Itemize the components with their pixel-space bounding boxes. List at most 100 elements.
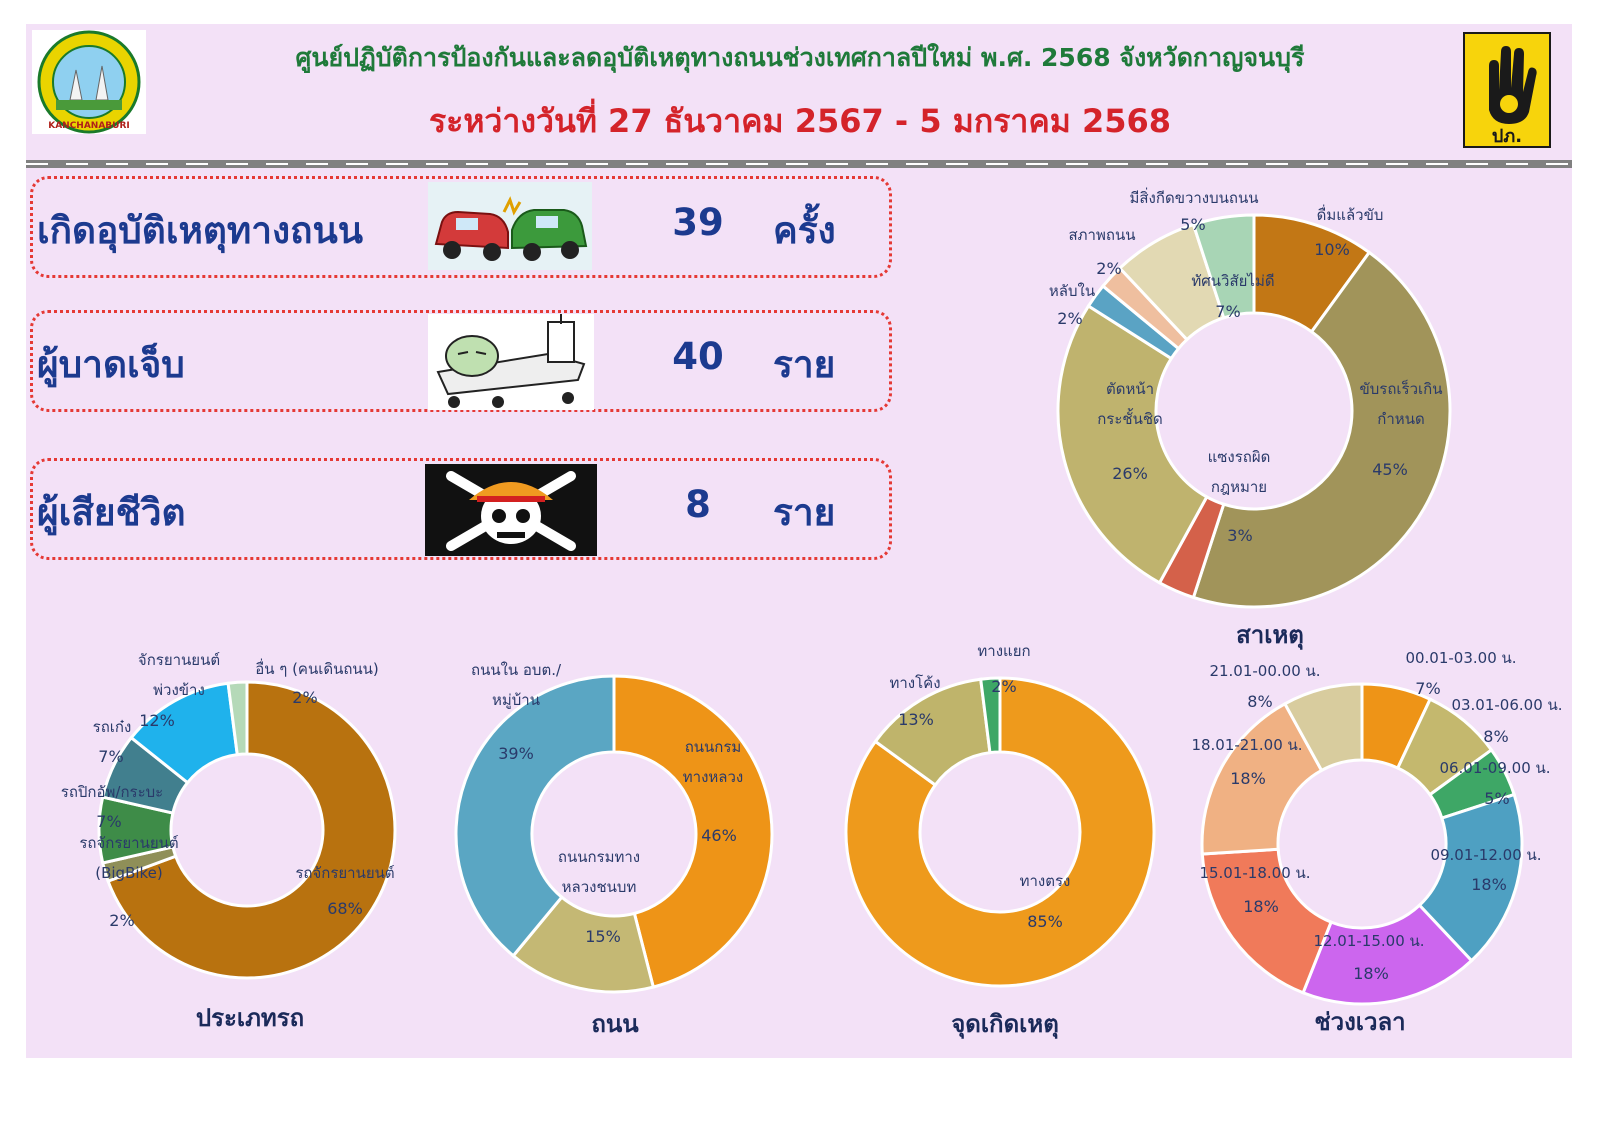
stat-value-accidents: 39 bbox=[672, 201, 724, 244]
road-divider-dashes bbox=[26, 163, 1572, 165]
donut-slice bbox=[1200, 701, 1324, 856]
location-donut-chart bbox=[844, 676, 1156, 988]
slice-percent-label: 8% bbox=[1247, 692, 1272, 711]
slice-label: อื่น ๆ (คนเดินถนน) bbox=[255, 658, 379, 678]
donut-slice bbox=[1417, 792, 1524, 963]
slice-label: จักรยานยนต์พ่วงข้าง bbox=[138, 651, 220, 699]
stat-label-injured: ผู้บาดเจ็บ bbox=[37, 343, 185, 386]
slice-label: ทัศนวิสัยไม่ดี bbox=[1191, 272, 1274, 290]
slice-label: 12.01-15.00 น. bbox=[1313, 932, 1424, 950]
stat-value-deaths: 8 bbox=[685, 483, 711, 526]
slice-percent-label: 10% bbox=[1314, 240, 1350, 259]
slice-label: 00.01-03.00 น. bbox=[1405, 649, 1516, 667]
slice-label: ถนนกรมทางหลวง bbox=[683, 738, 743, 786]
slice-percent-label: 46% bbox=[701, 826, 737, 845]
location-chart-title: จุดเกิดเหตุ bbox=[951, 1010, 1059, 1038]
kanchanaburi-logo: KANCHANABURI bbox=[32, 30, 146, 134]
slice-percent-label: 45% bbox=[1372, 460, 1408, 479]
page-subtitle: ระหว่างวันที่ 27 ธันวาคม 2567 - 5 มกราคม… bbox=[428, 102, 1172, 140]
slice-label: มีสิ่งกีดขวางบนถนน bbox=[1130, 187, 1259, 207]
stat-unit-injured: ราย bbox=[773, 343, 836, 386]
donut-slice bbox=[1282, 682, 1364, 773]
slice-percent-label: 18% bbox=[1243, 897, 1279, 916]
donut-slice bbox=[1191, 213, 1256, 320]
donut-slice bbox=[1056, 303, 1209, 585]
chart-labels: ดื่มแล้วขับ 10% ขับรถเร็วเกินกำหนด 45% แซงรถ… bbox=[61, 187, 1563, 983]
cause-donut-chart bbox=[1056, 213, 1452, 609]
slice-label: 15.01-18.00 น. bbox=[1199, 864, 1310, 882]
slice-percent-label: 3% bbox=[1227, 526, 1252, 545]
stat-unit-deaths: ราย bbox=[773, 491, 836, 534]
slice-percent-label: 39% bbox=[498, 744, 534, 763]
donut-slice bbox=[1200, 847, 1334, 995]
stat-label-accidents: เกิดอุบัติเหตุทางถนน bbox=[37, 209, 364, 252]
road-chart-title: ถนน bbox=[591, 1010, 639, 1038]
slice-percent-label: 68% bbox=[327, 899, 363, 918]
donut-slice bbox=[844, 676, 1156, 988]
slice-label: 06.01-09.00 น. bbox=[1439, 759, 1550, 777]
slice-percent-label: 8% bbox=[1483, 727, 1508, 746]
slice-percent-label: 2% bbox=[292, 688, 317, 707]
slice-label: 21.01-00.00 น. bbox=[1209, 662, 1320, 680]
slice-percent-label: 18% bbox=[1230, 769, 1266, 788]
slice-label: ขับรถเร็วเกินกำหนด bbox=[1360, 379, 1443, 428]
slice-label: แซงรถผิดกฎหมาย bbox=[1208, 448, 1271, 496]
slice-percent-label: 18% bbox=[1471, 875, 1507, 894]
slice-percent-label: 7% bbox=[1215, 302, 1240, 321]
slice-label: ตัดหน้ากระชั้นชิด bbox=[1097, 380, 1163, 428]
slice-label: ถนนกรมทางหลวงชนบท bbox=[558, 848, 640, 896]
slice-label: รถจักรยานยนต์(BigBike) bbox=[79, 834, 178, 882]
slice-label: สภาพถนน bbox=[1069, 226, 1136, 244]
stat-box-accidents: เกิดอุบัติเหตุทางถนน 39 ครั้ง bbox=[30, 176, 892, 278]
car-crash-icon bbox=[428, 182, 592, 270]
slice-percent-label: 7% bbox=[1415, 679, 1440, 698]
slice-label: ถนนใน อบต./หมู่บ้าน bbox=[471, 661, 562, 709]
donut-slice bbox=[454, 674, 616, 958]
slice-label: รถจักรยานยนต์ bbox=[295, 864, 394, 882]
slice-label: ทางโค้ง bbox=[889, 674, 940, 692]
injured-patient-icon bbox=[428, 314, 594, 410]
donut-slice bbox=[226, 680, 249, 757]
stat-box-deaths: ผู้เสียชีวิต 8 ราย bbox=[30, 458, 892, 560]
slice-percent-label: 26% bbox=[1112, 464, 1148, 483]
donut-slice bbox=[106, 680, 397, 980]
stat-box-injured: ผู้บาดเจ็บ 40 ราย bbox=[30, 310, 892, 412]
dpm-logo: ปภ. bbox=[1463, 32, 1551, 148]
slice-percent-label: 2% bbox=[991, 677, 1016, 696]
donut-slice bbox=[1191, 250, 1452, 609]
cause-chart-title: สาเหตุ bbox=[1236, 621, 1304, 649]
slice-label: 18.01-21.00 น. bbox=[1191, 736, 1302, 754]
slice-percent-label: 12% bbox=[139, 711, 175, 730]
slice-percent-label: 7% bbox=[98, 747, 123, 766]
donut-slice bbox=[1301, 903, 1474, 1006]
slice-label: รถเก๋ง bbox=[93, 718, 132, 736]
page-title: ศูนย์ปฏิบัติการป้องกันและลดอุบัติเหตุทาง… bbox=[295, 43, 1305, 72]
slice-percent-label: 2% bbox=[1057, 309, 1082, 328]
slice-percent-label: 85% bbox=[1027, 912, 1063, 931]
slice-label: ทางแยก bbox=[977, 642, 1030, 660]
stat-label-deaths: ผู้เสียชีวิต bbox=[37, 491, 186, 534]
vehicle-type-donut-chart bbox=[97, 680, 397, 980]
slice-label: หลับใน bbox=[1049, 282, 1095, 300]
donut-slice bbox=[612, 674, 774, 989]
logo-left-text: KANCHANABURI bbox=[48, 121, 130, 131]
logo-right-text: ปภ. bbox=[1492, 126, 1522, 147]
slice-percent-label: 13% bbox=[898, 710, 934, 729]
slice-percent-label: 7% bbox=[96, 812, 121, 831]
time-period-donut-chart bbox=[1200, 682, 1524, 1006]
slice-label: 03.01-06.00 น. bbox=[1451, 696, 1562, 714]
slice-percent-label: 18% bbox=[1353, 964, 1389, 983]
stat-unit-accidents: ครั้ง bbox=[773, 209, 836, 252]
time-chart-title: ช่วงเวลา bbox=[1314, 1008, 1406, 1036]
slice-label: ทางตรง bbox=[1020, 872, 1071, 890]
slice-percent-label: 5% bbox=[1180, 215, 1205, 234]
slice-percent-label: 2% bbox=[1096, 259, 1121, 278]
skull-crossbones-icon bbox=[425, 464, 597, 556]
road-type-donut-chart bbox=[454, 674, 774, 994]
stat-value-injured: 40 bbox=[672, 335, 724, 378]
slice-label: ดื่มแล้วขับ bbox=[1317, 204, 1384, 224]
slice-label: รถปิกอัพ/กระบะ bbox=[61, 783, 163, 801]
slice-percent-label: 15% bbox=[585, 927, 621, 946]
slice-percent-label: 2% bbox=[109, 911, 134, 930]
